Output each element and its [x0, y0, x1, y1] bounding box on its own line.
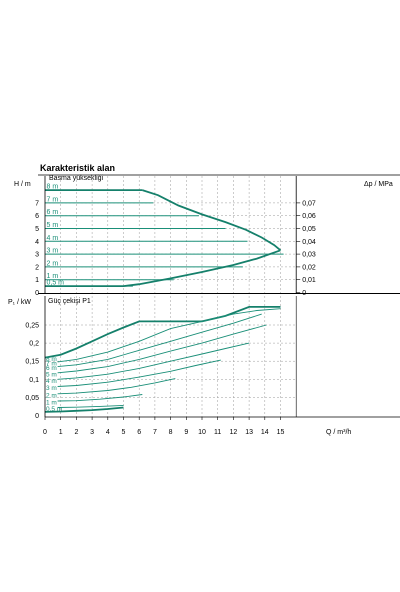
power-series-label: 8 m	[46, 356, 57, 363]
power-grid	[45, 296, 297, 417]
power-series-line	[57, 324, 267, 374]
head-series-label: 1 m	[47, 273, 59, 280]
power-y-tick-label: 0,2	[29, 341, 39, 348]
power-series-line	[44, 406, 124, 413]
head-series-label: 6 m	[47, 209, 59, 216]
head-right-tick-label: 0,07	[302, 200, 316, 207]
power-x-tick-label: 13	[245, 429, 253, 436]
power-y-tick-label: 0,15	[25, 359, 39, 366]
power-series-label: 5 m	[46, 371, 57, 378]
power-x-tick-label: 5	[122, 429, 126, 436]
power-x-tick-label: 7	[153, 429, 157, 436]
power-series-label: 2 m	[46, 392, 57, 399]
power-subtitle: Güç çekişi P1	[48, 298, 91, 305]
head-series-label: 0,5 m	[47, 280, 65, 287]
power-y-tick-label: 0,1	[29, 377, 39, 384]
head-y-tick-label: 0	[35, 290, 39, 297]
head-series: 8 m 7 m 6 m 5 m 4 m 3 m 2 m 1 m0,5 m	[45, 184, 284, 288]
power-series-line	[57, 378, 176, 395]
power-xlabel: Q / m³/h	[326, 429, 351, 436]
head-y-tick-label: 5	[35, 226, 39, 233]
head-series-line	[142, 189, 282, 251]
head-y-tick-label: 1	[35, 277, 39, 284]
power-series-label: 0,5 m	[46, 406, 62, 413]
head-frame	[38, 176, 400, 294]
power-series-label: 4 m	[46, 378, 57, 385]
power-y-tick-label: 0	[35, 413, 39, 420]
head-series-line	[45, 249, 281, 288]
head-right-tick-label: 0,06	[302, 213, 316, 220]
head-ylabel-right: Δp / MPa	[364, 181, 393, 188]
head-ylabel-left: H / m	[14, 181, 31, 188]
head-right-tick-label: 0,01	[302, 277, 316, 284]
head-grid	[45, 176, 301, 294]
power-x-tick-label: 2	[74, 429, 78, 436]
head-y-tick-label: 2	[35, 264, 39, 271]
power-frame	[44, 296, 400, 420]
power-series-line	[57, 359, 221, 387]
head-right-tick-label: 0,05	[302, 226, 316, 233]
power-x-tick-label: 0	[43, 429, 47, 436]
power-series-label: 3 m	[46, 385, 57, 392]
head-right-tick-label: 0,02	[302, 264, 316, 271]
head-y-tick-label: 7	[35, 200, 39, 207]
power-series-line	[57, 394, 143, 402]
power-y-tick-label: 0,25	[25, 323, 39, 330]
power-series-label: 1 m	[46, 400, 57, 407]
head-series-label: 4 m	[47, 235, 59, 242]
power-series-label: 6 m	[46, 365, 57, 372]
power-series: 8 m7 m6 m5 m4 m3 m2 m1 m0,5 m	[44, 305, 281, 413]
head-y-tick-label: 4	[35, 239, 39, 246]
power-tick-labels: 00,050,10,150,20,250 1 2 3 4 5 6 7 8 9 10 11 12 13 14 1…	[25, 323, 284, 437]
power-x-tick-label: 15	[277, 429, 285, 436]
power-panel: Güç çekişi P1 P₁ / kW Q / m³/h 0 0,05 0,1 0…	[8, 296, 400, 436]
head-series-label: 7 m	[47, 196, 59, 203]
power-series-line	[57, 342, 250, 380]
head-series-label: 5 m	[47, 222, 59, 229]
power-x-tick-label: 10	[198, 429, 206, 436]
chart-title: Karakteristik alan	[40, 163, 115, 173]
head-panel: Basma yüksekliği H / m Δp / MPa 0 1 2 3 4 5 6 7…	[14, 175, 400, 297]
head-series-label: 8 m	[47, 184, 59, 191]
power-x-tick-label: 12	[230, 429, 238, 436]
head-right-tick-label: 0,03	[302, 252, 316, 259]
power-x-tick-label: 1	[59, 429, 63, 436]
power-series-line	[57, 308, 281, 363]
power-series-label: 7 m	[46, 360, 57, 367]
head-subtitle: Basma yüksekliği	[49, 175, 104, 182]
head-right-tick-label: 0,04	[302, 239, 316, 246]
power-x-tick-label: 4	[106, 429, 110, 436]
power-x-tick-label: 9	[184, 429, 188, 436]
head-y-tick-label: 6	[35, 213, 39, 220]
head-y-tick-label: 3	[35, 252, 39, 259]
power-x-tick-label: 14	[261, 429, 269, 436]
head-series-label: 2 m	[47, 260, 59, 267]
power-series-line	[57, 404, 124, 408]
power-x-tick-label: 8	[169, 429, 173, 436]
power-y-tick-label: 0,05	[25, 395, 39, 402]
head-series-label: 3 m	[47, 248, 59, 255]
power-series-line	[57, 313, 262, 368]
power-x-tick-label: 11	[214, 429, 221, 436]
power-x-tick-label: 3	[90, 429, 94, 436]
power-ylabel: P₁ / kW	[8, 299, 31, 306]
power-x-tick-label: 6	[137, 429, 141, 436]
